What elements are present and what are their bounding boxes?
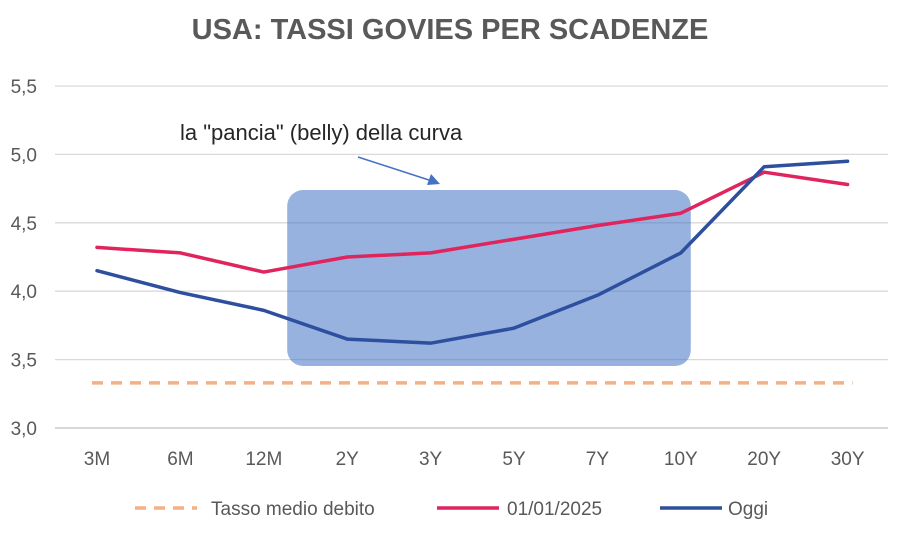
x-tick-label: 10Y [664, 449, 698, 470]
y-tick-label: 5,5 [11, 77, 37, 98]
y-tick-label: 4,5 [11, 214, 37, 235]
belly-highlight-box [287, 190, 691, 366]
annotation-arrow-line [357, 156, 433, 182]
x-tick-label: 7Y [586, 449, 610, 470]
x-tick-label: 6M [167, 449, 193, 470]
chart-title: USA: TASSI GOVIES PER SCADENZE [191, 14, 709, 46]
y-tick-label: 3,5 [11, 351, 37, 372]
annotation-text: la "pancia" (belly) della curva [180, 120, 463, 145]
y-tick-label: 4,0 [11, 282, 37, 303]
x-tick-label: 3Y [419, 449, 443, 470]
series-line-3 [95, 159, 850, 345]
x-tick-label: 5Y [502, 449, 526, 470]
x-tick-label: 2Y [336, 449, 360, 470]
series-line-2 [95, 170, 850, 274]
legend-label: Tasso medio debito [211, 499, 375, 520]
x-tick-label: 30Y [831, 449, 865, 470]
x-tick-label: 12M [245, 449, 282, 470]
legend-label: Oggi [728, 499, 768, 520]
annotation-arrow-head [427, 174, 440, 185]
y-tick-label: 3,0 [11, 419, 37, 440]
y-tick-label: 5,0 [11, 145, 37, 166]
legend-label: 01/01/2025 [507, 499, 602, 520]
x-tick-label: 20Y [747, 449, 781, 470]
belly-highlight-overlay [287, 190, 691, 250]
x-tick-label: 3M [84, 449, 110, 470]
